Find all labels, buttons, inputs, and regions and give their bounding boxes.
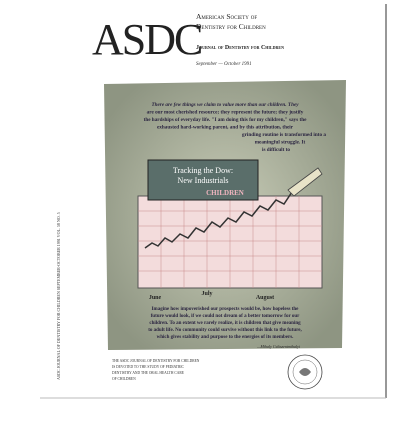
quote-line: exhausted hard-working parent, and by th… xyxy=(157,125,294,131)
quote-line: meaningful struggle. It xyxy=(255,140,306,146)
month-label: June xyxy=(149,295,162,301)
chart-title: Tracking the Dow: xyxy=(173,166,233,175)
footer-line: DENTISTRY AND THE ORAL HEALTH CARE xyxy=(112,371,185,375)
quote-line: children. To an extent we rarely realize… xyxy=(149,321,301,326)
footer-line: IS DEVOTED TO THE STUDY OF PEDIATRIC xyxy=(112,365,185,369)
issue-date: September — October 1991 xyxy=(196,62,252,67)
spine-text: ASDC JOURNAL OF DENTISTRY FOR CHILDREN S… xyxy=(56,212,61,380)
month-label: July xyxy=(201,291,212,297)
society-name: American Society of xyxy=(196,12,257,21)
journal-name: Journal of Dentistry for Children xyxy=(196,45,284,51)
month-label: August xyxy=(256,295,274,301)
quote-line: Imagine how impoverished our prospects w… xyxy=(152,307,300,312)
quote-line: to adult life. No community could surviv… xyxy=(148,328,302,333)
footer-line: OF CHILDREN xyxy=(112,377,136,381)
chart-title: New Industrials xyxy=(178,176,229,185)
attribution: —Mihaly Csikszentmihalyi xyxy=(256,344,300,349)
cover-page: ASDC JOURNAL OF DENTISTRY FOR CHILDREN S… xyxy=(0,0,402,422)
society-name: Dentistry for Children xyxy=(196,22,266,31)
logo: ASDC xyxy=(92,15,201,64)
quote-line: are our most cherished resource; they re… xyxy=(147,110,304,116)
chart-subtitle: CHILDREN xyxy=(206,189,244,197)
quote-line: the hardships of everyday life. "I am do… xyxy=(144,117,307,123)
quote-line: grinding routine is transformed into a xyxy=(242,132,326,138)
footer-line: THE ASDC JOURNAL OF DENTISTRY FOR CHILDR… xyxy=(112,359,200,363)
quote-line: is difficult to xyxy=(262,147,290,153)
quote-line: future would look, if we could not dream… xyxy=(151,314,300,319)
quote-line: There are few things we claim to value m… xyxy=(151,102,299,108)
quote-line: which gives stability and purpose to the… xyxy=(157,335,295,340)
bottom-quote: Imagine how impoverished our prospects w… xyxy=(148,307,302,340)
